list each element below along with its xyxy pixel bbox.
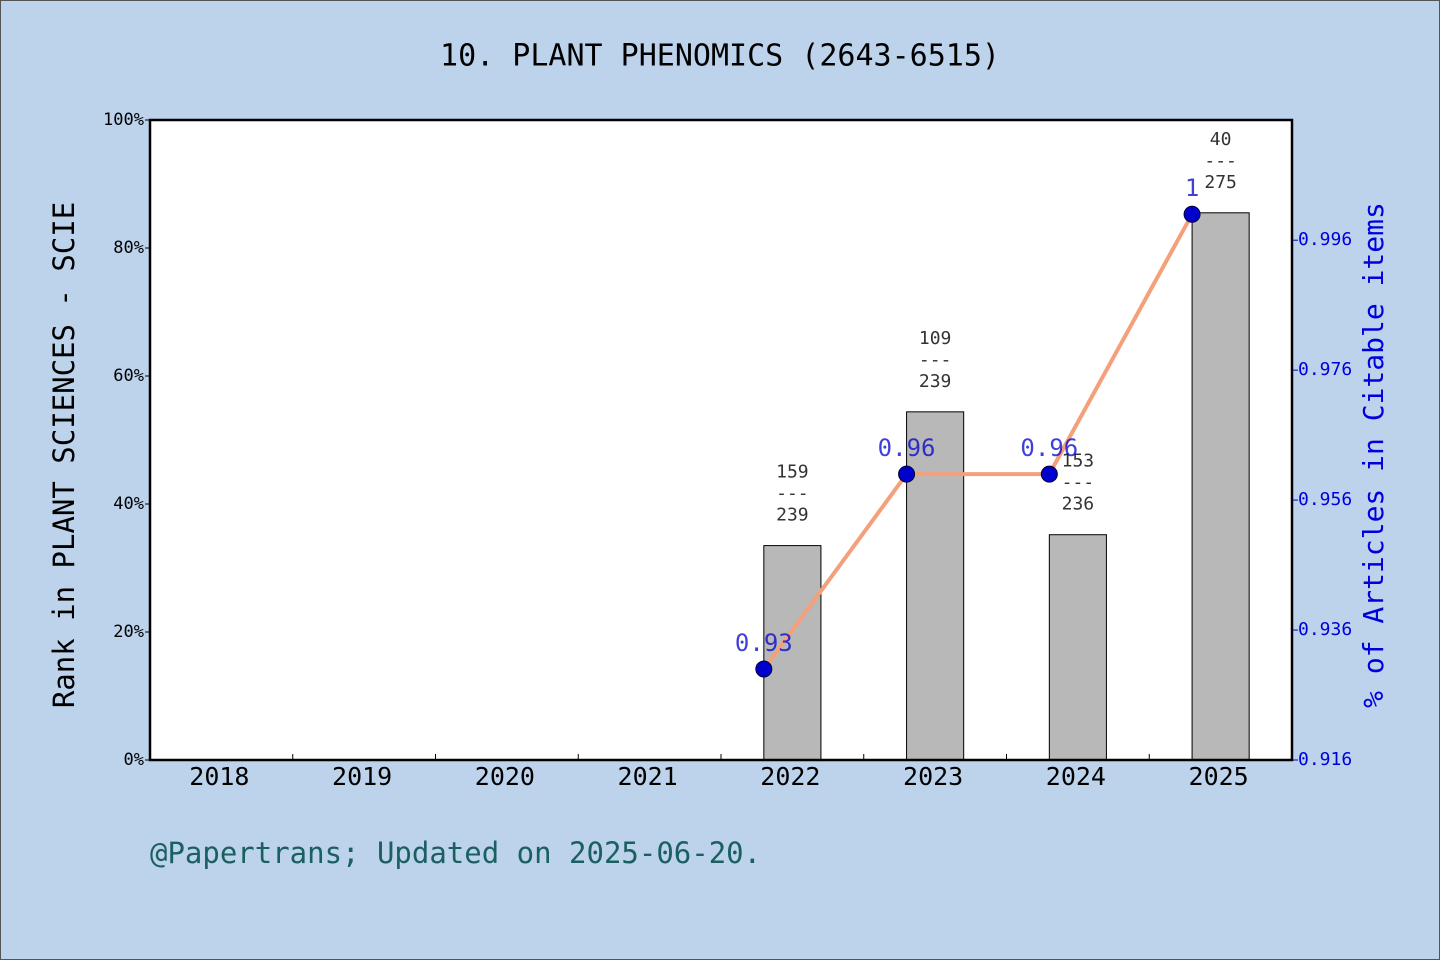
bar-label: 275: [1204, 172, 1237, 193]
point-label: 0.93: [735, 629, 793, 657]
point: [755, 660, 773, 678]
y-tick-label: 20%: [113, 622, 144, 642]
y-tick-label: 0%: [124, 750, 144, 770]
y2-tick-label: 0.916: [1298, 749, 1352, 770]
x-tick-label: 2023: [903, 762, 963, 791]
y2-tick-label: 0.956: [1298, 489, 1352, 510]
x-tick-label: 2020: [475, 762, 535, 791]
bar-label: 236: [1062, 494, 1095, 515]
x-tick-label: 2021: [618, 762, 678, 791]
bar: [906, 411, 965, 761]
bar-label: 40: [1210, 129, 1232, 150]
point-label: 0.96: [878, 434, 936, 462]
bar: [1191, 212, 1250, 761]
y2-tick-label: 0.936: [1298, 619, 1352, 640]
x-tick-label: 2022: [760, 762, 820, 791]
point: [1040, 465, 1058, 483]
bar-label: 239: [776, 505, 809, 526]
x-tick-label: 2019: [332, 762, 392, 791]
bar-label: ---: [919, 349, 952, 370]
y2-tick-label: 0.996: [1298, 229, 1352, 250]
point-label: 1: [1185, 174, 1199, 202]
point-label: 0.96: [1020, 434, 1078, 462]
point: [898, 465, 916, 483]
y-axis-label: Rank in PLANT SCIENCES - SCIE: [47, 202, 81, 708]
bar-label: ---: [1204, 150, 1237, 171]
bar: [1048, 534, 1107, 761]
bar-label: ---: [1062, 472, 1095, 493]
y-tick-label: 100%: [103, 110, 144, 130]
y-tick-label: 80%: [113, 238, 144, 258]
point: [1183, 205, 1201, 223]
footer: @Papertrans; Updated on 2025-06-20.: [150, 836, 761, 870]
bar-label: 159: [776, 462, 809, 483]
x-tick-label: 2018: [189, 762, 249, 791]
bar-label: 153: [1062, 451, 1095, 472]
plot-area: [150, 120, 1292, 760]
line: [762, 213, 1194, 671]
y-tick-label: 40%: [113, 494, 144, 514]
bar-label: ---: [776, 483, 809, 504]
y2-axis-label: % of Articles in Citable items: [1357, 202, 1390, 708]
bar-label: 109: [919, 328, 952, 349]
x-tick-label: 2024: [1046, 762, 1106, 791]
y2-tick-label: 0.976: [1298, 359, 1352, 380]
plot-frame: [148, 118, 1294, 762]
chart-title: 10. PLANT PHENOMICS (2643-6515): [440, 39, 1000, 74]
bar-label: 239: [919, 371, 952, 392]
y-tick-label: 60%: [113, 366, 144, 386]
x-tick-label: 2025: [1189, 762, 1249, 791]
